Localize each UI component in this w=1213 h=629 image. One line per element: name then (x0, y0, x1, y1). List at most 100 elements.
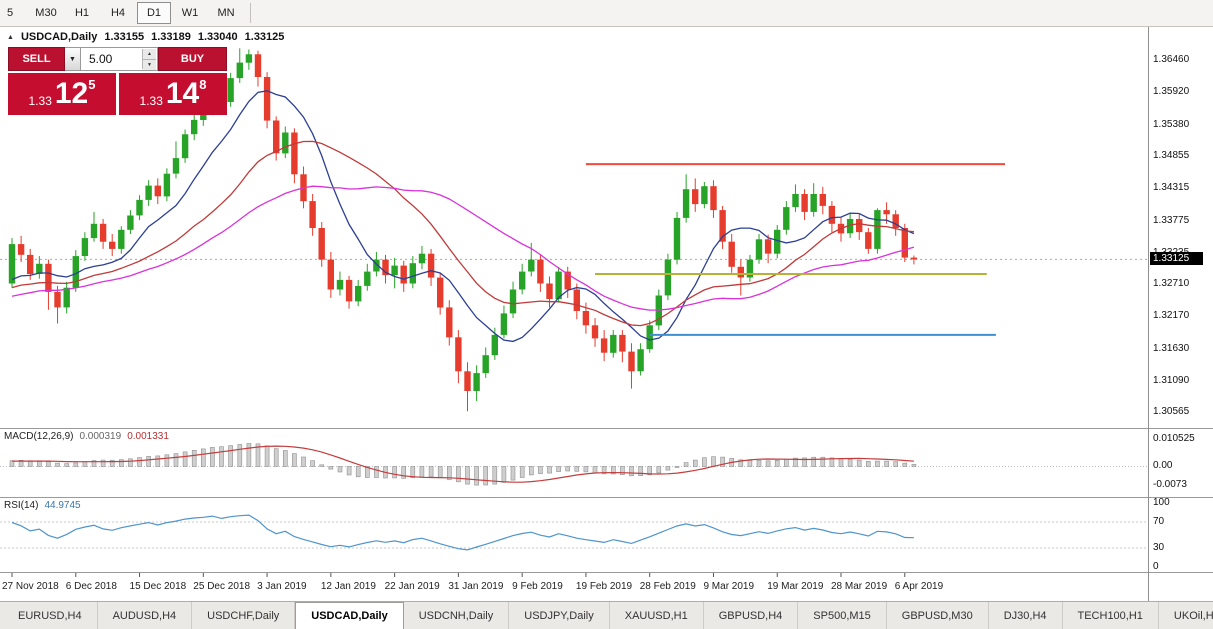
candle-body (136, 199, 143, 216)
macd-signal-value: 0.001331 (127, 431, 169, 442)
candle-body (701, 186, 708, 205)
candle-body (619, 334, 626, 352)
candle-body (728, 241, 735, 267)
chart-tab-eurusd-h4[interactable]: EURUSD,H4 (3, 602, 98, 629)
chart-tab-sp500-m15[interactable]: SP500,M15 (798, 602, 887, 629)
chart-tab-gbpusd-h4[interactable]: GBPUSD,H4 (704, 602, 799, 629)
candle-body (382, 259, 389, 276)
candle-body (273, 120, 280, 154)
macd-indicator-label: MACD(12,26,9) 0.000319 0.001331 (4, 431, 169, 442)
candle-body (719, 210, 726, 242)
candle-body (892, 214, 899, 228)
macd-histogram-bar (292, 453, 297, 467)
macd-label-text: MACD(12,26,9) (4, 431, 74, 442)
chart-tab-xauusd-h1[interactable]: XAUUSD,H1 (610, 602, 704, 629)
macd-histogram-bar (392, 466, 397, 479)
macd-histogram-bar (547, 466, 552, 474)
timeframe-button-w1[interactable]: W1 (181, 7, 199, 19)
volume-dropdown-button[interactable]: ▼ (65, 47, 81, 71)
macd-histogram-bar (492, 466, 498, 485)
moving-average-medium (11, 140, 914, 327)
chart-tab-dj30-h4[interactable]: DJ30,H4 (989, 602, 1063, 629)
candlestick-chart[interactable] (0, 0, 1148, 601)
candle-body (172, 158, 180, 174)
macd-histogram-bar (173, 453, 179, 467)
chart-tab-usdcnh-daily[interactable]: USDCNH,Daily (404, 602, 510, 629)
candle-body (491, 334, 498, 356)
timeframe-button-m30[interactable]: M30 (35, 7, 57, 19)
candle-body (345, 279, 353, 302)
candle-body (437, 277, 444, 308)
macd-axis-label: -0.0073 (1153, 479, 1187, 491)
candle-body (828, 205, 836, 224)
candle-body (181, 134, 189, 159)
chart-tab-usdchf-daily[interactable]: USDCHF,Daily (192, 602, 296, 629)
candle-body (291, 132, 298, 175)
chart-tab-tech100-h1[interactable]: TECH100,H1 (1063, 602, 1159, 629)
macd-histogram-bar (574, 466, 580, 472)
collapse-trade-panel-icon[interactable]: ▲ (7, 33, 14, 41)
macd-histogram-bar (528, 466, 534, 476)
macd-histogram-bar (875, 460, 880, 467)
macd-histogram-bar (902, 462, 908, 467)
moving-average-fast (11, 90, 915, 343)
chart-tab-audusd-h4[interactable]: AUDUSD,H4 (98, 602, 193, 629)
candle-body (263, 77, 271, 121)
macd-histogram-bar (802, 457, 807, 467)
macd-histogram-bar (246, 443, 252, 467)
macd-histogram-bar (620, 466, 625, 475)
macd-histogram-bar (191, 449, 197, 467)
chart-tab-usdjpy-daily[interactable]: USDJPY,Daily (509, 602, 610, 629)
macd-histogram-bar (146, 456, 151, 467)
buy-price-tile[interactable]: 1.33 14 8 (119, 73, 227, 115)
date-label: 12 Jan 2019 (320, 581, 376, 592)
volume-input[interactable] (81, 48, 157, 70)
timeframe-button-5[interactable]: 5 (6, 7, 14, 19)
candle-body (746, 259, 754, 278)
date-label: 9 Mar 2019 (703, 581, 755, 592)
macd-histogram-bar (811, 456, 817, 467)
macd-signal-line (12, 445, 914, 483)
macd-histogram-bar (647, 466, 653, 476)
macd-histogram-bar (756, 459, 762, 467)
timeframe-button-mn[interactable]: MN (217, 7, 235, 19)
candle-body (528, 259, 535, 272)
panel-separator (1149, 428, 1213, 429)
candle-body (427, 253, 435, 278)
macd-histogram-bar (237, 444, 243, 467)
timeframe-button-h1[interactable]: H1 (74, 7, 90, 19)
chart-tab-gbpusd-m30[interactable]: GBPUSD,M30 (887, 602, 989, 629)
rsi-axis-label: 100 (1153, 496, 1170, 508)
sell-price-tile[interactable]: 1.33 12 5 (8, 73, 116, 115)
chart-symbol-label: USDCAD,Daily (20, 31, 98, 43)
volume-increase-button[interactable]: ▲ (143, 49, 156, 60)
macd-histogram-bar (182, 451, 188, 467)
candle-body (846, 219, 854, 234)
macd-histogram-bar (465, 466, 470, 485)
volume-decrease-button[interactable]: ▼ (143, 60, 156, 70)
date-label: 6 Apr 2019 (894, 581, 944, 592)
candle-body (637, 349, 644, 372)
candle-body (282, 132, 289, 154)
chart-tab-usdcad-daily[interactable]: USDCAD,Daily (295, 602, 404, 629)
timeframe-button-h4[interactable]: H4 (110, 7, 126, 19)
timeframe-button-d1[interactable]: D1 (137, 2, 171, 24)
chart-tab-ukoil-h1[interactable]: UKOil,H1 (1159, 602, 1213, 629)
macd-histogram-bar (310, 460, 315, 467)
buy-button[interactable]: BUY (158, 47, 227, 71)
candle-body (591, 325, 599, 339)
macd-histogram-bar (201, 448, 206, 467)
trade-controls-row: SELL ▼ ▲ ▼ BUY (8, 47, 227, 71)
sell-button[interactable]: SELL (8, 47, 65, 71)
candle-body (45, 263, 52, 292)
price-axis: 1.36460 1.35920 1.35380 1.34855 1.34315 1.337… (1148, 27, 1213, 601)
buy-price-sup: 8 (199, 77, 207, 92)
date-label: 31 Jan 2019 (448, 581, 504, 592)
macd-histogram-bar (610, 466, 616, 475)
candle-body (546, 283, 553, 299)
rsi-indicator-label: RSI(14) 44.9745 (4, 500, 81, 511)
date-label: 9 Feb 2019 (512, 581, 563, 592)
candle-body (409, 263, 416, 284)
chevron-down-icon: ▼ (69, 55, 76, 63)
candle-body (737, 266, 744, 278)
